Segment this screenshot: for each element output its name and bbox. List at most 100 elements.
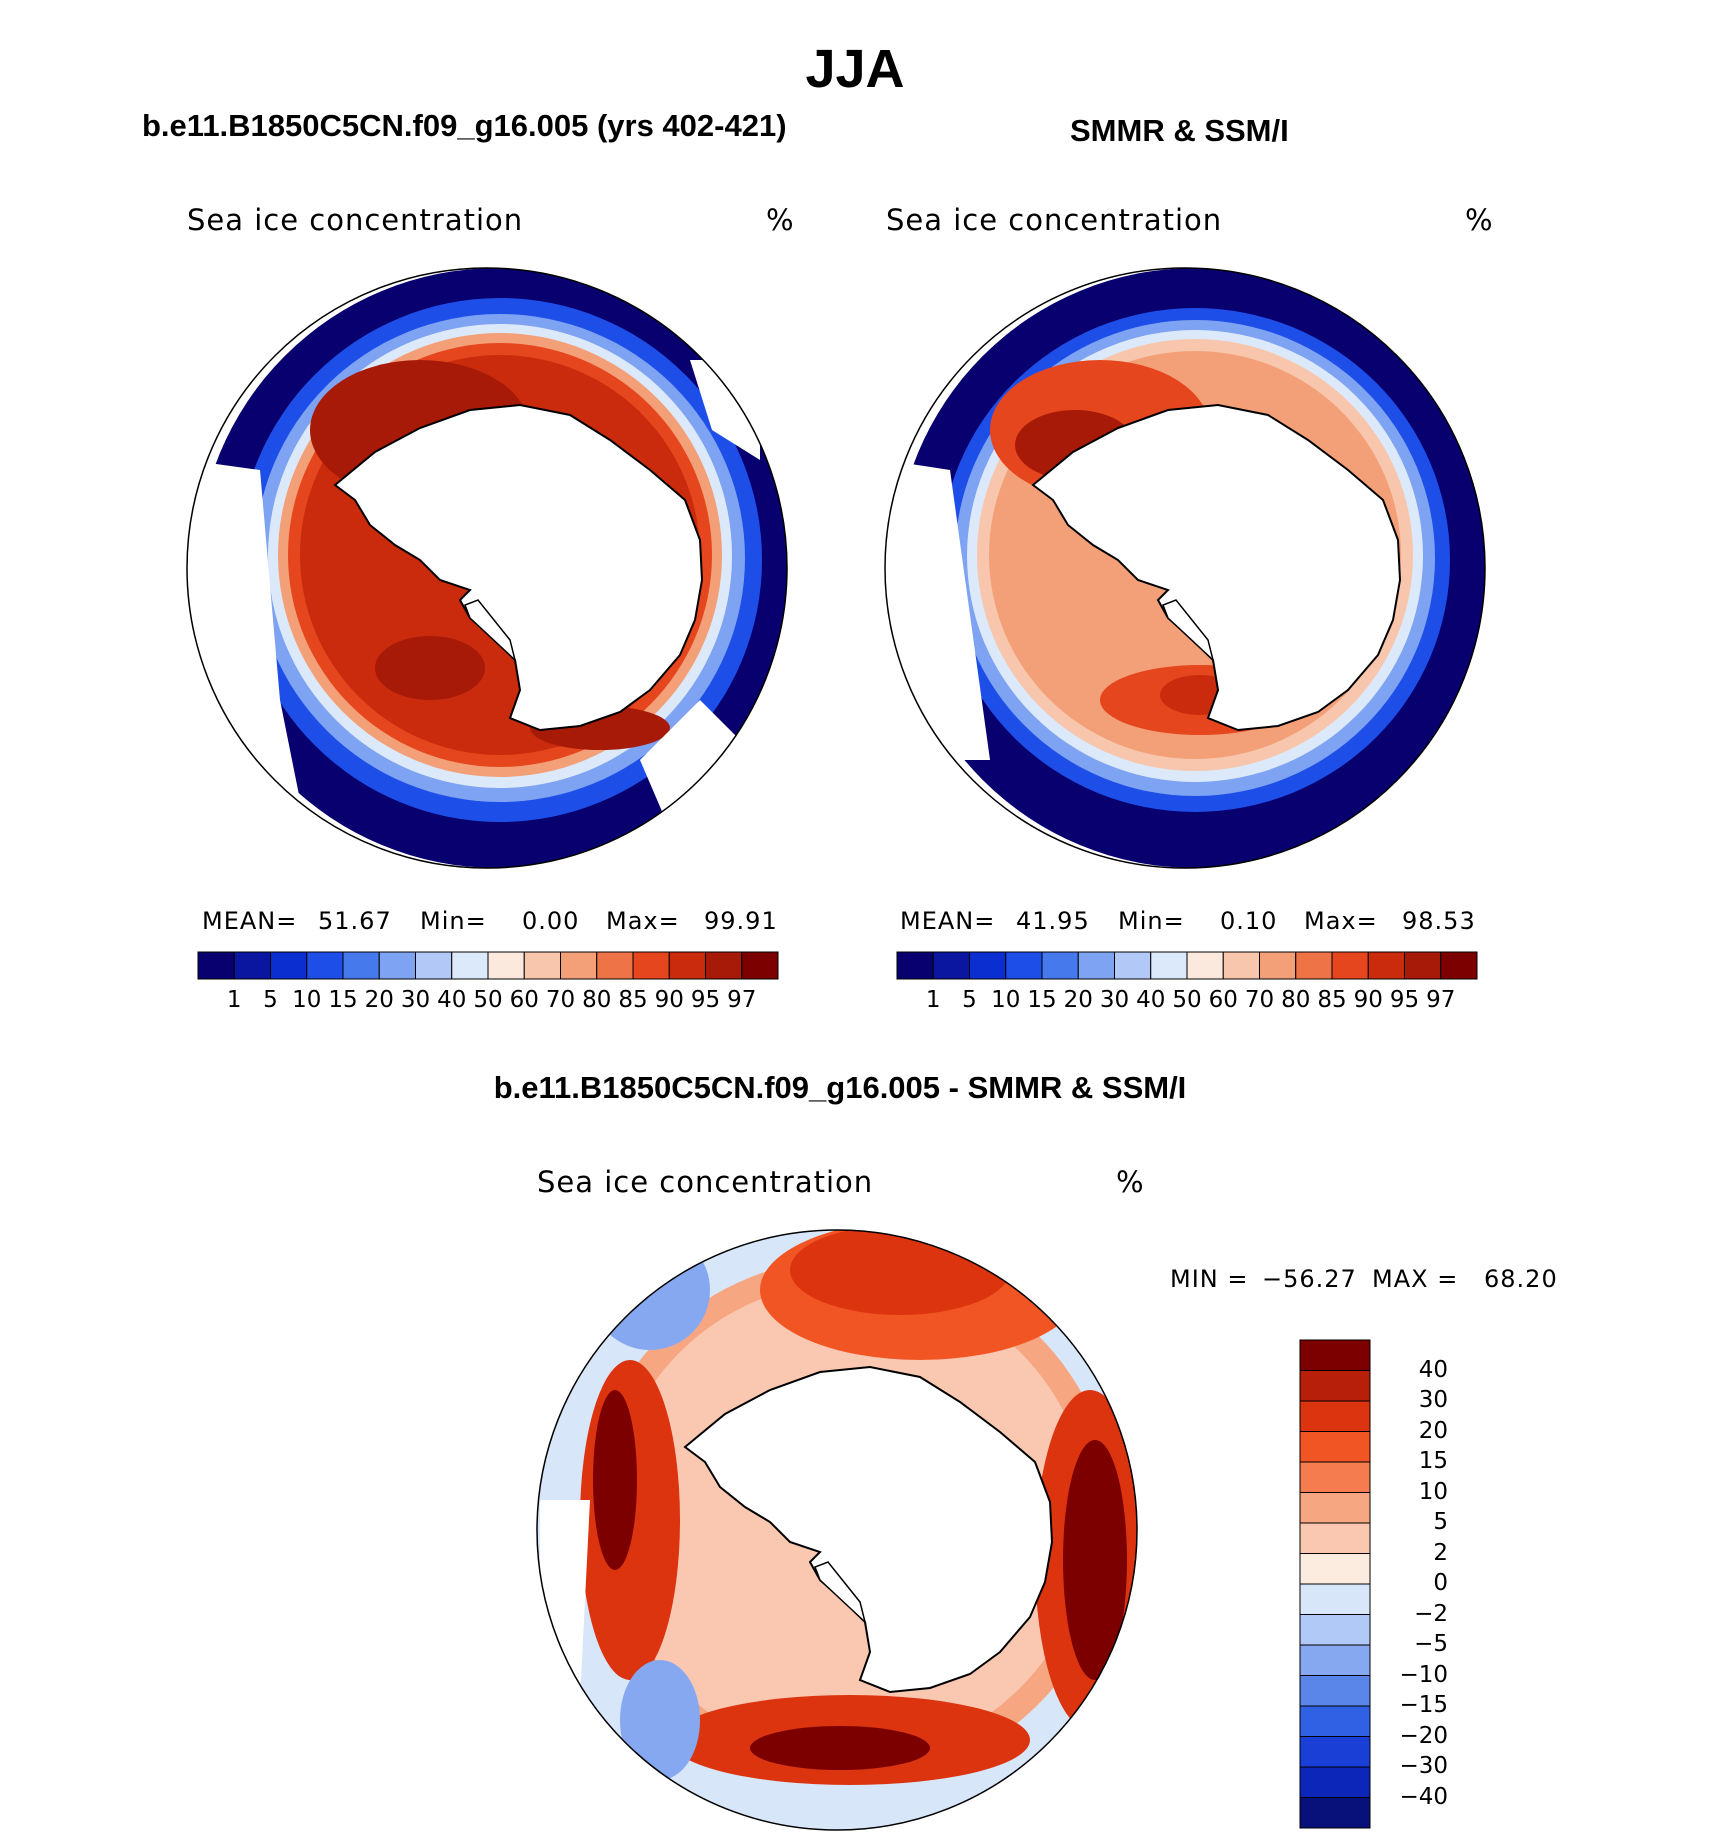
difference-colorbar-tick-label: 2 bbox=[1433, 1539, 1448, 1566]
panel2-colorbar-swatch bbox=[1114, 951, 1152, 980]
figure-title: JJA bbox=[805, 39, 905, 99]
panel1-title: b.e11.B1850C5CN.f09_g16.005 (yrs 402-421… bbox=[142, 108, 787, 143]
panel1-colorbar-swatch bbox=[197, 951, 235, 980]
difference-colorbar-swatch bbox=[1299, 1339, 1371, 1371]
difference-colorbar-tick-label: −20 bbox=[1399, 1722, 1448, 1749]
panel2-colorbar-swatch bbox=[932, 951, 970, 980]
panel2-min-value: 0.10 bbox=[1220, 907, 1278, 935]
panel1-colorbar-tick-label: 85 bbox=[618, 987, 648, 1013]
panel2-colorbar-swatch bbox=[1005, 951, 1043, 980]
panel1-colorbar-tick-label: 40 bbox=[437, 987, 467, 1013]
difference-map bbox=[536, 1229, 1138, 1831]
panel2-colorbar-swatch bbox=[1440, 951, 1478, 980]
difference-colorbar-tick-label: 5 bbox=[1433, 1509, 1448, 1535]
panel1-colorbar-swatch bbox=[270, 951, 308, 980]
panel1-colorbar-swatch bbox=[705, 951, 743, 980]
difference-max-label: MAX = bbox=[1372, 1265, 1459, 1293]
panel2-colorbar-swatch bbox=[1367, 951, 1405, 980]
panel1-colorbar-swatch bbox=[415, 951, 453, 980]
panel1-colorbar-swatch bbox=[523, 951, 561, 980]
difference-colorbar-swatch bbox=[1299, 1553, 1371, 1585]
difference-colorbar-swatch bbox=[1299, 1492, 1371, 1524]
panel1-colorbar-tick-label: 5 bbox=[263, 987, 278, 1013]
panel2-max-label: Max= bbox=[1304, 907, 1378, 935]
panel2-colorbar-tick-label: 10 bbox=[991, 987, 1021, 1013]
difference-colorbar-swatch bbox=[1299, 1644, 1371, 1676]
difference-colorbar-swatch bbox=[1299, 1766, 1371, 1798]
difference-title: b.e11.B1850C5CN.f09_g16.005 - SMMR & SSM… bbox=[493, 1070, 1187, 1105]
panel2-colorbar-swatch bbox=[1186, 951, 1224, 980]
difference-max-value: 68.20 bbox=[1484, 1265, 1558, 1293]
panel1-colorbar-swatch bbox=[233, 951, 271, 980]
panel1-colorbar-tick-label: 95 bbox=[690, 987, 721, 1013]
difference-colorbar-swatch bbox=[1299, 1614, 1371, 1646]
panel1-min-value: 0.00 bbox=[522, 907, 580, 935]
panel1-colorbar-swatch bbox=[741, 951, 779, 980]
difference-colorbar-tick-label: −10 bbox=[1399, 1661, 1448, 1688]
panel2-colorbar-tick-label: 97 bbox=[1426, 987, 1456, 1013]
panel1-colorbar-tick-label: 80 bbox=[582, 987, 612, 1013]
panel2-colorbar-tick-label: 30 bbox=[1099, 987, 1130, 1013]
difference-colorbar-swatch bbox=[1299, 1797, 1371, 1829]
difference-colorbar-swatch bbox=[1299, 1522, 1371, 1554]
difference-colorbar-swatch bbox=[1299, 1461, 1371, 1493]
panel1-colorbar-swatch bbox=[306, 951, 344, 980]
panel2-colorbar-swatch bbox=[1077, 951, 1115, 980]
panel1-colorbar-tick-label: 50 bbox=[473, 987, 503, 1013]
difference-colorbar-tick-label: −5 bbox=[1414, 1631, 1448, 1657]
difference-colorbar-tick-label: 15 bbox=[1418, 1448, 1448, 1474]
difference-unit: % bbox=[1116, 1165, 1145, 1199]
panel1-colorbar-tick-label: 20 bbox=[364, 987, 394, 1013]
difference-colorbar-tick-label: −2 bbox=[1414, 1600, 1448, 1627]
panel1-colorbar bbox=[197, 951, 779, 980]
panel2-colorbar-tick-label: 50 bbox=[1172, 987, 1202, 1013]
panel2-field-label: Sea ice concentration bbox=[886, 203, 1223, 237]
difference-colorbar-swatch bbox=[1299, 1400, 1371, 1432]
panel1-min-label: Min= bbox=[420, 907, 487, 935]
panel2-colorbar-tick-label: 70 bbox=[1244, 987, 1275, 1013]
difference-colorbar-tick-label: −15 bbox=[1399, 1692, 1448, 1718]
panel2-unit: % bbox=[1465, 203, 1494, 237]
difference-colorbar-swatch bbox=[1299, 1370, 1371, 1402]
panel2-colorbar-tick-label: 1 bbox=[925, 987, 941, 1013]
difference-colorbar-tick-label: −30 bbox=[1399, 1753, 1448, 1779]
panel2-colorbar-tick-label: 20 bbox=[1063, 987, 1093, 1013]
panel2-colorbar-swatch bbox=[969, 951, 1007, 980]
panel2-colorbar-swatch bbox=[1222, 951, 1260, 980]
panel1-colorbar-swatch bbox=[668, 951, 706, 980]
panel1-colorbar-tick-label: 30 bbox=[400, 987, 431, 1013]
panel2-colorbar-tick-label: 15 bbox=[1027, 987, 1057, 1013]
panel2-colorbar-tick-label: 95 bbox=[1389, 987, 1420, 1013]
panel1-colorbar-tick-label: 1 bbox=[226, 987, 242, 1013]
panel2-colorbar-swatch bbox=[1331, 951, 1369, 980]
difference-colorbar-tick-label: 20 bbox=[1418, 1417, 1448, 1444]
panel1-colorbar-swatch bbox=[451, 951, 489, 980]
panel1-unit: % bbox=[766, 203, 795, 237]
panel2-colorbar bbox=[896, 951, 1478, 980]
difference-min-value: −56.27 bbox=[1262, 1265, 1357, 1293]
difference-colorbar-tick-label: 10 bbox=[1418, 1478, 1448, 1505]
panel2-colorbar-swatch bbox=[1259, 951, 1297, 980]
panel1-colorbar-tick-label: 70 bbox=[545, 987, 576, 1013]
panel2-colorbar-tick-label: 5 bbox=[962, 987, 977, 1013]
difference-colorbar-tick-label: 30 bbox=[1418, 1387, 1448, 1413]
panel1-colorbar-tick-label: 15 bbox=[328, 987, 358, 1013]
panel2-colorbar-tick-label: 85 bbox=[1317, 987, 1347, 1013]
difference-colorbar-tick-label: 40 bbox=[1418, 1356, 1448, 1383]
panel1-colorbar-swatch bbox=[378, 951, 416, 980]
difference-field-label: Sea ice concentration bbox=[537, 1165, 874, 1199]
panel2-colorbar-swatch bbox=[1295, 951, 1333, 980]
difference-colorbar-swatch bbox=[1299, 1736, 1371, 1768]
panel2-min-label: Min= bbox=[1118, 907, 1185, 935]
panel1-mean-label: MEAN= bbox=[202, 907, 298, 935]
panel1-max-label: Max= bbox=[606, 907, 680, 935]
difference-colorbar-tick-label: 0 bbox=[1433, 1570, 1448, 1596]
panel1-colorbar-tick-label: 90 bbox=[654, 987, 684, 1013]
panel1-mean-value: 51.67 bbox=[318, 907, 392, 935]
panel2-title: SMMR & SSM/I bbox=[1070, 113, 1289, 148]
panel2-mean-value: 41.95 bbox=[1016, 907, 1090, 935]
panel2-max-value: 98.53 bbox=[1402, 907, 1476, 935]
panel1-field-label: Sea ice concentration bbox=[187, 203, 524, 237]
difference-colorbar-swatch bbox=[1299, 1675, 1371, 1707]
